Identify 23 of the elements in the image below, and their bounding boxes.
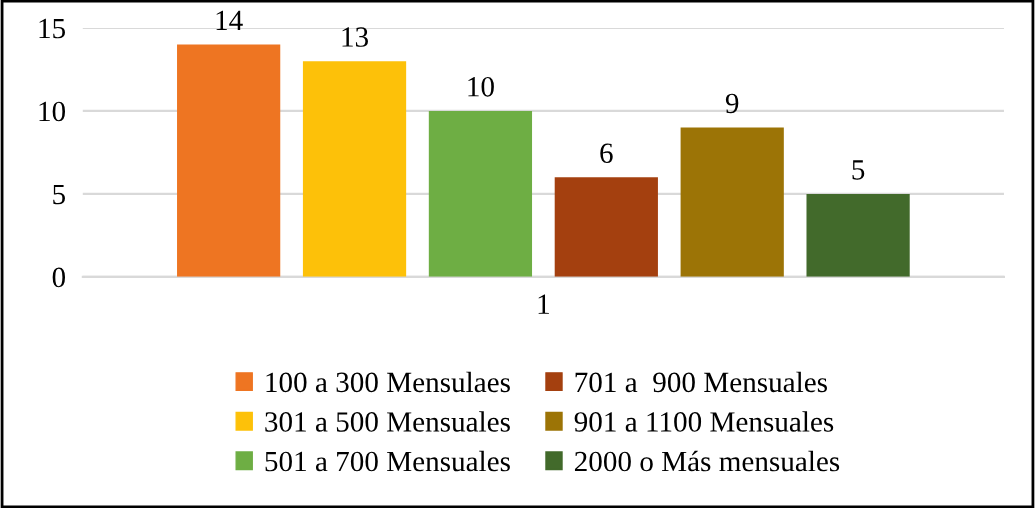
- data-label: 5: [852, 160, 865, 180]
- data-label: 13: [342, 27, 368, 47]
- legend-label: 501 a 700 Mensuales: [265, 450, 510, 472]
- bar: [177, 44, 281, 277]
- bar: [428, 110, 533, 277]
- legend-label: 901 a 1100 Mensuales: [574, 411, 834, 432]
- bar: [302, 61, 407, 277]
- y-tick-label: 5: [53, 184, 65, 205]
- y-tick-label: 0: [52, 267, 66, 288]
- bar: [806, 193, 910, 277]
- data-label: 6: [600, 143, 613, 164]
- data-label: 14: [216, 10, 243, 30]
- data-label: 10: [468, 76, 494, 97]
- legend-label: 301 a 500 Mensuales: [265, 411, 510, 432]
- y-tick-label: 10: [39, 101, 66, 122]
- x-tick-label: 1: [538, 294, 549, 314]
- y-tick-label: 15: [39, 18, 65, 39]
- bar: [554, 177, 658, 277]
- legend-label: 100 a 300 Mensulaes: [266, 371, 510, 393]
- bar: [680, 127, 784, 277]
- data-label: 9: [725, 93, 739, 114]
- legend-label: 701 a 900 Mensuales: [575, 371, 827, 393]
- legend-label: 2000 o Más mensuales: [574, 450, 840, 472]
